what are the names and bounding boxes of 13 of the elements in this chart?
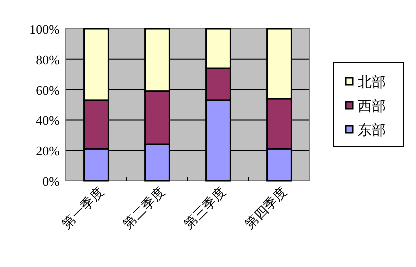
y-tick-label: 60%	[36, 82, 60, 98]
x-tick-label: 第一季度	[59, 184, 107, 232]
x-tick-label: 第三季度	[181, 184, 229, 232]
y-tick-label: 40%	[36, 113, 60, 128]
y-tick-label: 100%	[30, 22, 60, 37]
y-tick-label: 80%	[36, 52, 60, 68]
x-tick-label: 第四季度	[242, 184, 290, 232]
y-tick-label: 20%	[36, 144, 60, 159]
x-tick-label: 第二季度	[120, 184, 168, 232]
legend-label: 西部	[358, 99, 386, 115]
legend-label: 北部	[358, 75, 386, 91]
y-tick-label: 0%	[42, 174, 60, 189]
legend-label: 东部	[358, 123, 386, 139]
